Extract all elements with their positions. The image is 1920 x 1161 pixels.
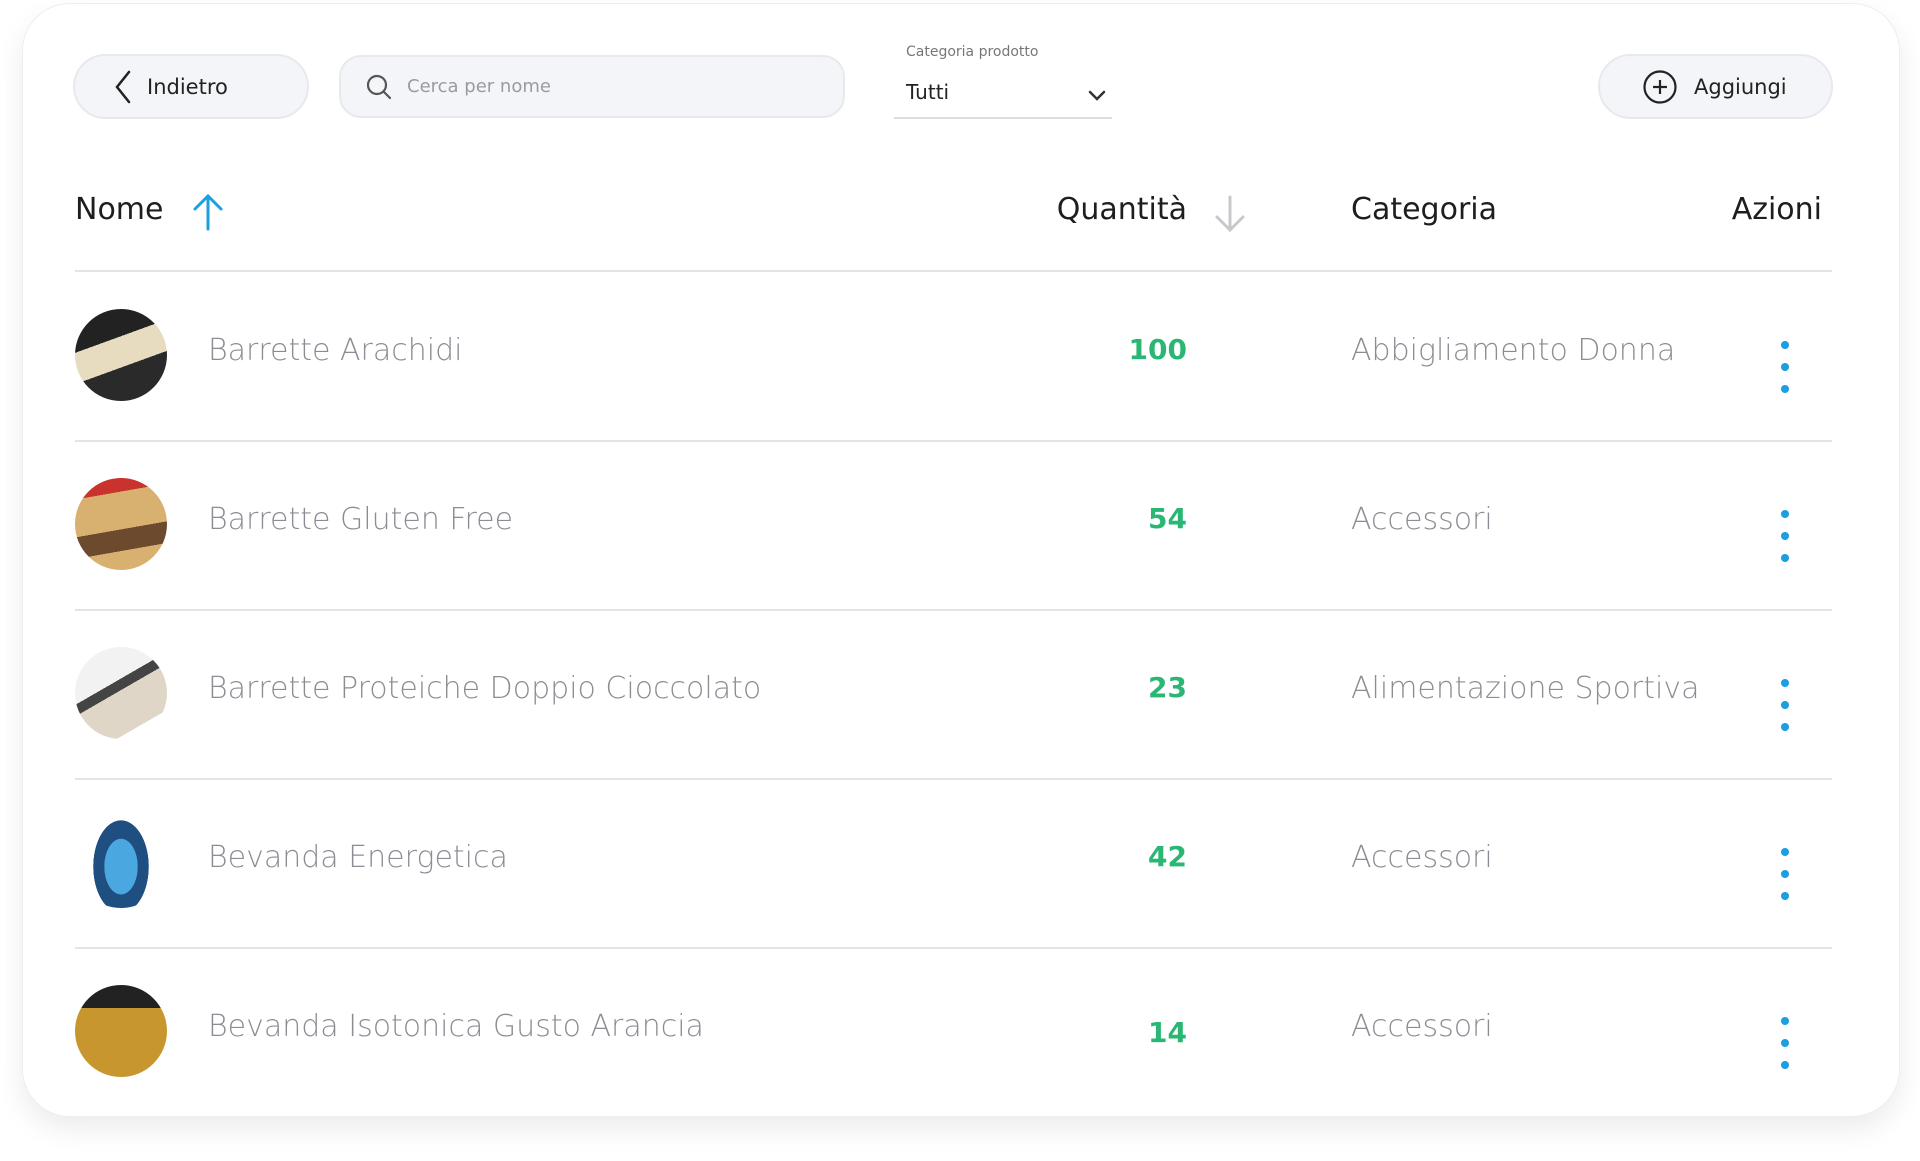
back-button[interactable]: Indietro <box>73 54 309 119</box>
more-actions-icon[interactable] <box>1776 848 1794 900</box>
product-image <box>75 985 167 1077</box>
product-quantity: 23 <box>1148 671 1187 704</box>
product-image <box>75 816 167 908</box>
plus-circle-icon <box>1643 69 1677 104</box>
product-category: Abbigliamento Donna <box>1351 333 1676 368</box>
product-quantity: 42 <box>1148 840 1187 873</box>
header-category[interactable]: Categoria <box>1351 192 1498 227</box>
row-divider <box>75 778 1832 780</box>
back-label: Indietro <box>147 74 228 99</box>
product-category: Accessori <box>1351 840 1493 875</box>
table-row[interactable]: Barrette Gluten Free 54 Accessori <box>0 440 1920 609</box>
product-list-card <box>22 3 1900 1117</box>
product-category: Accessori <box>1351 1009 1493 1044</box>
product-image <box>75 478 167 570</box>
table-row[interactable]: Bevanda Energetica 42 Accessori <box>0 778 1920 947</box>
chevron-left-icon <box>115 70 131 103</box>
category-select-value: Tutti <box>906 80 950 104</box>
product-name: Bevanda Energetica <box>208 840 508 875</box>
header-actions: Azioni <box>1731 192 1822 227</box>
row-divider <box>75 440 1832 442</box>
product-quantity: 100 <box>1128 333 1187 366</box>
product-name: Bevanda Isotonica Gusto Arancia <box>208 1009 704 1044</box>
row-divider <box>75 609 1832 611</box>
product-name: Barrette Arachidi <box>208 333 463 368</box>
product-category: Accessori <box>1351 502 1493 537</box>
category-filter-label: Categoria prodotto <box>906 44 1039 60</box>
product-category: Alimentazione Sportiva <box>1351 671 1700 706</box>
more-actions-icon[interactable] <box>1776 1017 1794 1069</box>
search-placeholder: Cerca per nome <box>407 76 551 97</box>
header-divider <box>75 270 1832 272</box>
add-label: Aggiungi <box>1694 74 1787 99</box>
sort-ascending-icon[interactable] <box>190 193 226 231</box>
product-image <box>75 647 167 739</box>
table-row[interactable]: Barrette Arachidi 100 Abbigliamento Donn… <box>0 271 1920 440</box>
product-name: Barrette Gluten Free <box>208 502 514 537</box>
header-name[interactable]: Nome <box>75 192 164 227</box>
sort-descending-icon[interactable] <box>1212 195 1248 233</box>
chevron-down-icon <box>1088 90 1106 101</box>
product-quantity: 14 <box>1148 1016 1187 1049</box>
table-row[interactable]: Bevanda Isotonica Gusto Arancia 14 Acces… <box>0 947 1920 1116</box>
search-icon <box>366 74 392 99</box>
row-divider <box>75 947 1832 949</box>
more-actions-icon[interactable] <box>1776 510 1794 562</box>
product-quantity: 54 <box>1148 502 1187 535</box>
more-actions-icon[interactable] <box>1776 679 1794 731</box>
product-name: Barrette Proteiche Doppio Cioccolato <box>208 671 762 706</box>
more-actions-icon[interactable] <box>1776 341 1794 393</box>
product-image <box>75 309 167 401</box>
category-select[interactable]: Tutti <box>894 76 1112 119</box>
header-quantity[interactable]: Quantità <box>1056 192 1187 227</box>
search-input[interactable]: Cerca per nome <box>339 55 845 118</box>
table-row[interactable]: Barrette Proteiche Doppio Cioccolato 23 … <box>0 609 1920 778</box>
add-button[interactable]: Aggiungi <box>1598 54 1833 119</box>
